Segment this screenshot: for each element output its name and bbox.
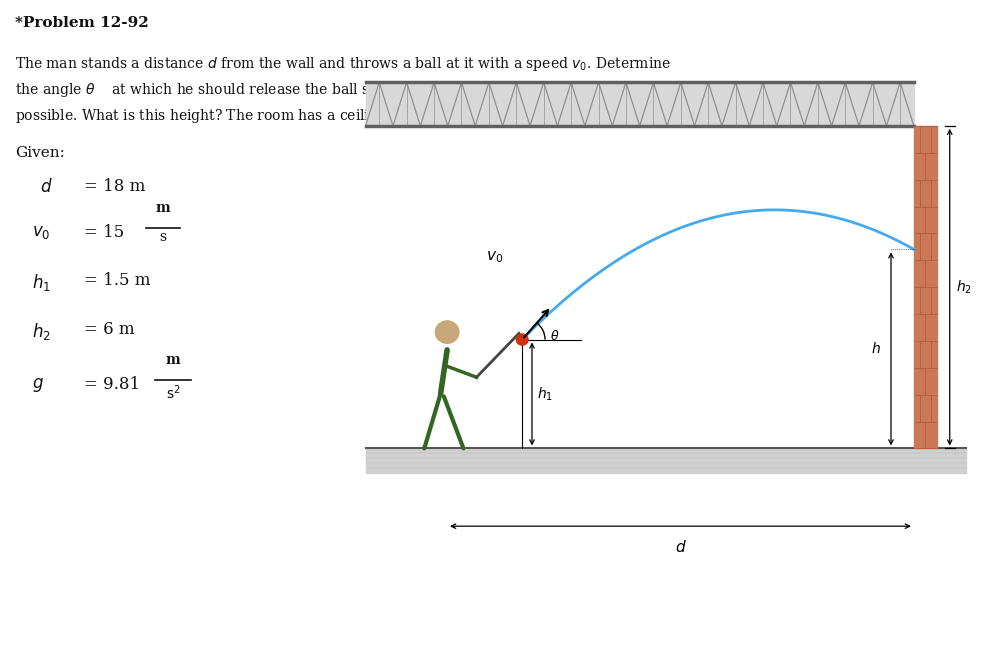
- Bar: [366, 448, 966, 473]
- Text: m: m: [166, 353, 180, 367]
- Circle shape: [516, 334, 528, 345]
- Text: $h_1$: $h_1$: [537, 386, 553, 402]
- Text: = 18 m: = 18 m: [84, 178, 145, 195]
- Text: $h_2$: $h_2$: [956, 279, 972, 296]
- Text: the angle $\theta$    at which he should release the ball so that it strikes the: the angle $\theta$ at which he should re…: [15, 81, 681, 99]
- Text: $v_0$: $v_0$: [487, 249, 503, 265]
- Bar: [914, 126, 937, 448]
- Text: $g$: $g$: [32, 376, 44, 394]
- Text: s: s: [159, 230, 167, 244]
- Text: *Problem 12-92: *Problem 12-92: [15, 16, 148, 30]
- Text: $\mathrm{s}^2$: $\mathrm{s}^2$: [166, 384, 180, 402]
- Text: $d$: $d$: [674, 538, 686, 555]
- Text: $\theta$: $\theta$: [550, 329, 559, 343]
- Text: m: m: [156, 201, 170, 215]
- Text: = 6 m: = 6 m: [84, 321, 135, 338]
- Bar: [366, 82, 914, 126]
- Text: = 15: = 15: [84, 224, 125, 240]
- Text: Given:: Given:: [15, 146, 64, 160]
- Text: $h$: $h$: [871, 341, 881, 356]
- Text: $h_2$: $h_2$: [32, 321, 50, 341]
- Text: = 1.5 m: = 1.5 m: [84, 272, 150, 289]
- Text: The man stands a distance $d$ from the wall and throws a ball at it with a speed: The man stands a distance $d$ from the w…: [15, 55, 671, 73]
- Text: $d$: $d$: [40, 178, 52, 196]
- Text: possible. What is this height? The room has a ceiling height $h_2$.: possible. What is this height? The room …: [15, 107, 460, 125]
- Text: = 9.81: = 9.81: [84, 376, 140, 393]
- Circle shape: [435, 321, 459, 343]
- Text: $h_1$: $h_1$: [32, 272, 50, 293]
- Text: $v_0$: $v_0$: [32, 224, 50, 240]
